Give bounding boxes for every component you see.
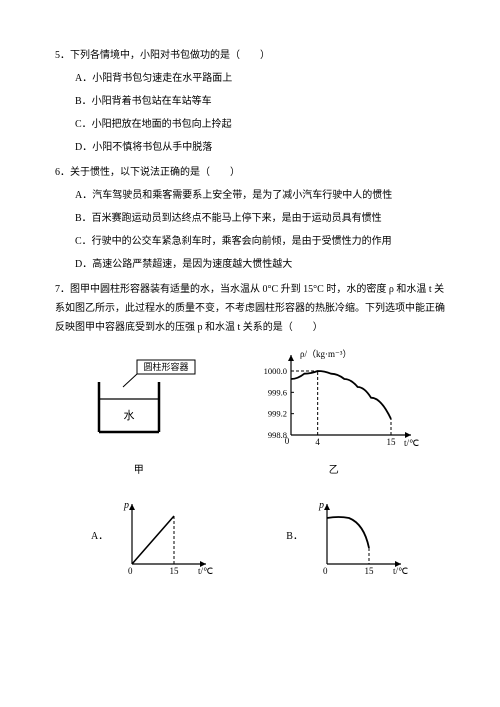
q5-opt-b: B．小阳背着书包站在车站等车 [75, 92, 445, 111]
q5-opt-d: D．小阳不慎将书包从手中脱落 [75, 138, 445, 157]
q6-stem: 6．关于惯性，以下说法正确的是（ ） [55, 163, 445, 182]
ytick: 999.6 [268, 387, 287, 397]
q6-opt-b: B．百米赛跑运动员到达终点不能马上停下来，是由于运动员具有惯性 [75, 209, 445, 228]
q7-stem: 7．图甲中圆柱形容器装有适量的水，当水温从 0°C 升到 15°C 时，水的密度… [55, 280, 445, 337]
b-tick15: 15 [364, 566, 374, 576]
figure-row-1: 圆柱形容器 水 甲 ρ/（kg·m⁻³） t/℃ 0 998.8999.2999… [55, 347, 445, 480]
q6-opt-a: A．汽车驾驶员和乘客需要系上安全带，是为了减小汽车行驶中人的惯性 [75, 186, 445, 205]
b-xaxis: t/℃ [393, 566, 408, 576]
a-xaxis: t/℃ [198, 566, 213, 576]
option-a-fig: A． p 0 15 t/℃ [91, 496, 214, 576]
ytick: 998.8 [268, 430, 287, 440]
yi-label: 乙 [246, 461, 421, 480]
figure-jia: 圆柱形容器 水 甲 [79, 357, 199, 480]
q5-opt-c: C．小阳把放在地面的书包向上拎起 [75, 115, 445, 134]
q6-opt-c: C．行驶中的公交车紧急刹车时，乘客会向前倾，是由于受惯性力的作用 [75, 232, 445, 251]
opt-a-label: A． [91, 527, 108, 546]
a-tick15: 15 [170, 566, 180, 576]
ytick: 999.2 [268, 409, 287, 419]
figure-yi: ρ/（kg·m⁻³） t/℃ 0 998.8999.2999.61000.041… [246, 347, 421, 480]
xtick: 15 [387, 437, 397, 447]
a-p-label: p [123, 500, 129, 511]
q5-stem: 5．下列各情境中，小阳对书包做功的是（ ） [55, 46, 445, 65]
option-b-fig: B． p 0 15 t/℃ [286, 496, 409, 576]
opt-b-label: B． [286, 527, 303, 546]
figure-row-2: A． p 0 15 t/℃ B． p 0 15 t/℃ [55, 496, 445, 576]
q6-opt-d: D．高速公路严禁超速，是因为速度越大惯性越大 [75, 255, 445, 274]
density-chart: ρ/（kg·m⁻³） t/℃ 0 998.8999.2999.61000.041… [246, 347, 421, 452]
jia-label: 甲 [79, 461, 199, 480]
ytick: 1000.0 [264, 366, 287, 376]
density-curve [291, 371, 391, 419]
xaxis-label: t/℃ [404, 438, 419, 448]
a-tick0: 0 [128, 566, 133, 576]
b-p-label: p [318, 500, 324, 511]
container-label: 圆柱形容器 [143, 361, 188, 372]
b-tick0: 0 [323, 566, 328, 576]
container-svg: 圆柱形容器 水 [79, 357, 199, 452]
water-label: 水 [123, 409, 134, 422]
opt-b-svg: p 0 15 t/℃ [309, 496, 409, 576]
xtick: 4 [316, 437, 321, 447]
yaxis-label: ρ/（kg·m⁻³） [300, 349, 351, 359]
q5-opt-a: A．小阳背书包匀速走在水平路面上 [75, 69, 445, 88]
opt-a-svg: p 0 15 t/℃ [114, 496, 214, 576]
